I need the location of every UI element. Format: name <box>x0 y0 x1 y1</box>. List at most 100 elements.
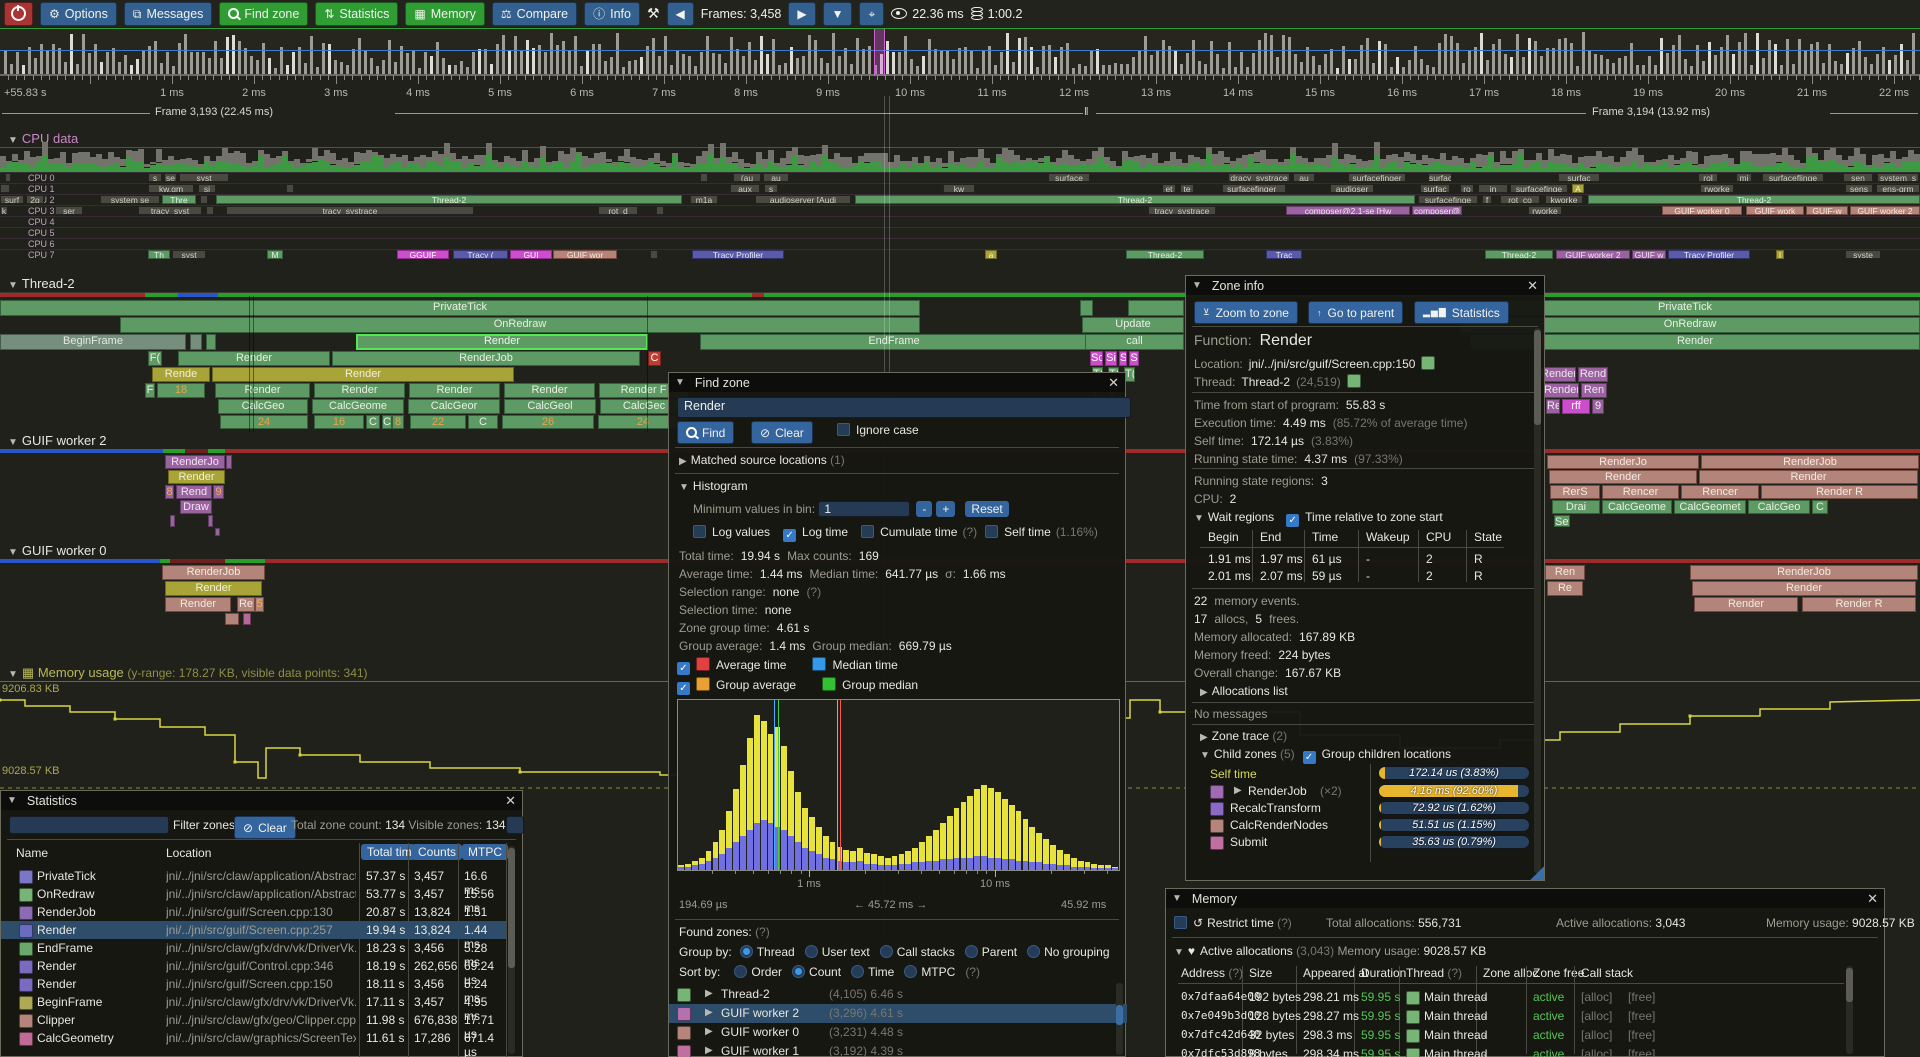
timeline-zone[interactable] <box>185 449 208 453</box>
group-by-radio[interactable] <box>879 945 893 958</box>
next-frame-button[interactable]: ▶ <box>788 1 816 26</box>
timeline-zone[interactable] <box>0 449 163 453</box>
wait-regions-column-header[interactable]: End <box>1260 530 1282 544</box>
scrollbar-thumb[interactable] <box>508 848 515 968</box>
timeline-zone[interactable]: Render F <box>599 383 688 398</box>
cpu-zone[interactable]: te <box>1180 184 1194 193</box>
cpu-zone[interactable]: GUIF w <box>1632 250 1666 259</box>
cpu-zone[interactable]: au <box>763 173 789 182</box>
memory-column-header[interactable]: Thread (?) <box>1406 966 1462 980</box>
alloc-callstack-free[interactable]: [free] <box>1628 1009 1656 1023</box>
column-header-location[interactable]: Location <box>166 846 212 860</box>
timeline-zone[interactable]: OnRedraw <box>1460 317 1920 333</box>
time-relative-checkbox[interactable]: ✓ <box>1286 514 1300 527</box>
scrollbar-thumb[interactable] <box>1534 330 1541 425</box>
close-icon[interactable]: ✕ <box>1867 890 1878 906</box>
statistics-clear-button[interactable]: ⊘ Clear <box>234 816 296 839</box>
memory-button[interactable]: ▦ Memory <box>405 1 485 26</box>
timeline-zone[interactable]: Rende <box>152 367 210 382</box>
close-icon[interactable]: ✕ <box>1108 374 1119 390</box>
messages-button[interactable]: ⧉ Messages <box>123 1 213 26</box>
timeline-zone[interactable]: 9 <box>1592 399 1604 414</box>
alloc-callstack-alloc[interactable]: [alloc] <box>1581 1028 1613 1042</box>
child-zones-header[interactable]: ▼ Child zones (5) ✓ Group children location… <box>1200 747 1451 764</box>
timeline-zone[interactable]: Render <box>409 383 500 398</box>
memory-scrollbar[interactable] <box>1846 966 1853 1054</box>
cpu-zone[interactable] <box>200 195 208 204</box>
column-header-name[interactable]: Name <box>16 846 49 860</box>
histogram-range-center[interactable]: ← 45.72 ms → <box>854 899 928 911</box>
cpu-zone[interactable]: surfacefinge <box>1510 184 1568 193</box>
cpu-zone[interactable]: system se <box>100 195 160 204</box>
cumulate-time-checkbox[interactable] <box>861 525 875 538</box>
power-button[interactable] <box>4 1 33 26</box>
close-icon[interactable]: ✕ <box>1527 277 1538 293</box>
min-bin-minus-button[interactable]: - <box>916 501 933 517</box>
cpu-zone[interactable]: ser <box>55 206 83 215</box>
timeline-zone[interactable]: RenderJo <box>165 455 225 469</box>
timeline-zone[interactable]: RenderJob <box>1701 455 1919 469</box>
timeline-zone[interactable] <box>208 515 213 527</box>
active-allocations-header[interactable]: ▼ ♥ Active allocations (3,043) Memory usag… <box>1174 944 1486 958</box>
cpu-zone[interactable]: k <box>0 206 8 215</box>
timeline-zone[interactable] <box>178 293 218 297</box>
statistics-row[interactable]: RenderJob jni/../jni/src/guif/Screen.cpp:… <box>1 903 506 933</box>
wait-regions-header[interactable]: ▼ Wait regions ✓ Time relative to zone star… <box>1194 510 1443 527</box>
timeline-zone[interactable]: C <box>648 351 661 366</box>
timeline-zone[interactable]: CalcGeo <box>218 399 308 414</box>
timeline-zone[interactable]: 9 <box>213 485 224 499</box>
find-button[interactable]: Find <box>677 421 735 444</box>
timeline-zone[interactable] <box>208 449 225 453</box>
cpu-zone[interactable] <box>206 206 214 215</box>
timeline-zone[interactable] <box>145 293 178 297</box>
timeline-zone[interactable]: PrivateTick <box>1450 300 1920 316</box>
timeline-zone[interactable]: 8 <box>392 415 404 429</box>
alloc-callstack-alloc[interactable]: [alloc] <box>1581 990 1613 1004</box>
prev-frame-button[interactable]: ◀ <box>666 1 694 26</box>
timeline-zone[interactable]: Render <box>168 470 225 484</box>
cpu-zone[interactable]: f <box>1482 195 1492 204</box>
timeline-zone[interactable]: 24 <box>598 415 688 429</box>
alloc-callstack-free[interactable]: [free] <box>1628 990 1656 1004</box>
statistics-scrollbar[interactable] <box>508 846 515 1054</box>
cpu-zone[interactable]: composer@ <box>1412 206 1462 215</box>
min-bin-plus-button[interactable]: + <box>936 501 956 517</box>
close-icon[interactable]: ✕ <box>505 792 516 808</box>
goto-frame-button[interactable]: ⌖ <box>859 1 885 26</box>
cpu-zone[interactable]: audioser <box>1330 184 1374 193</box>
cpu-zone[interactable]: GGUIF <box>397 250 449 259</box>
timeline-zone[interactable]: Render R <box>1761 485 1918 499</box>
memory-allocation-row[interactable]: 0x7dfc53d898 8 bytes 298.34 ms 59.95 s Main … <box>1166 1045 1836 1057</box>
found-zone-group-row[interactable]: ▶ GUIF worker 1 (3,192) 4.39 s <box>669 1042 1127 1057</box>
timeline-zone[interactable]: F <box>145 383 155 398</box>
timeline-zone[interactable]: Ren <box>1545 565 1585 580</box>
zone-info-zoom-to-zone-button[interactable]: ⊻ Zoom to zone <box>1194 301 1298 324</box>
window-titlebar[interactable]: ▼ Find zone ✕ <box>669 373 1125 392</box>
window-titlebar[interactable]: ▼ Statistics ✕ <box>1 791 522 810</box>
timeline-zone[interactable]: CalcGeome <box>1602 500 1672 514</box>
column-header-counts[interactable]: Counts <box>412 844 463 860</box>
cpu-zone[interactable]: GUIF worker 2 <box>1556 250 1630 259</box>
memory-column-header[interactable]: Call stack <box>1581 966 1633 980</box>
alloc-callstack-free[interactable]: [free] <box>1628 1028 1656 1042</box>
timeline-zone[interactable] <box>225 613 239 625</box>
ignore-case-checkbox[interactable] <box>837 423 850 436</box>
timeline-zone[interactable]: S <box>1129 351 1139 366</box>
cpu-zone[interactable]: s <box>764 184 778 193</box>
timeline-zone[interactable]: CalcGeol <box>504 399 596 414</box>
timeline-zone[interactable]: S <box>1119 351 1127 366</box>
cpu-zone[interactable]: rworke <box>1528 206 1562 215</box>
statistics-button[interactable]: ⇅ Statistics <box>315 1 399 26</box>
sort-by-radio[interactable] <box>734 965 748 978</box>
cpu-zone[interactable]: Trac <box>1266 250 1302 259</box>
timeline-zone[interactable]: rff <box>1562 399 1590 414</box>
sort-by-radio[interactable] <box>851 965 865 978</box>
cpu-zone[interactable]: surf <box>0 195 24 204</box>
timeline-zone[interactable]: Render <box>1543 383 1579 398</box>
timeline-zone[interactable]: Drai <box>1552 500 1600 514</box>
timeline-zone[interactable]: Render <box>1549 470 1697 484</box>
timeline-zone[interactable]: 22 <box>410 415 466 429</box>
cpu-zone[interactable]: GUIF work <box>1746 206 1804 215</box>
timeline-zone[interactable] <box>226 455 232 469</box>
timeline-zone[interactable]: Render <box>314 383 405 398</box>
